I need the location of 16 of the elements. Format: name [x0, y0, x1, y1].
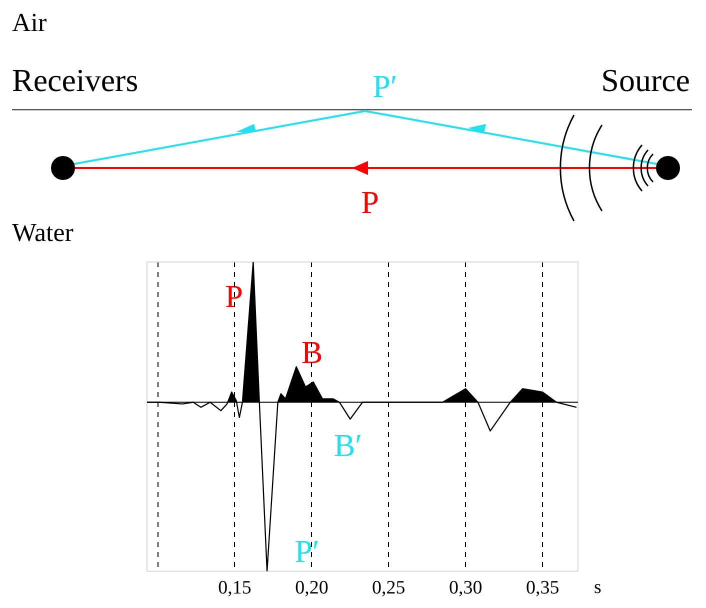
- annotation: B′: [334, 427, 362, 463]
- annotation: P′: [294, 533, 320, 569]
- annotation: P: [225, 278, 243, 314]
- text: P′: [372, 68, 398, 104]
- x-tick-label: 0,20: [295, 578, 328, 599]
- text: P: [361, 184, 379, 220]
- text: Receivers: [12, 62, 138, 98]
- x-axis-title: s: [594, 577, 602, 598]
- x-tick-label: 0,30: [449, 578, 482, 599]
- x-tick-label: 0,15: [218, 578, 252, 599]
- x-tick-label: 0,25: [372, 578, 406, 599]
- x-tick-label: 0,35: [526, 578, 560, 599]
- text: Water: [12, 218, 74, 247]
- annotation: B: [301, 334, 323, 370]
- text: Air: [12, 8, 47, 37]
- text: Source: [601, 62, 690, 98]
